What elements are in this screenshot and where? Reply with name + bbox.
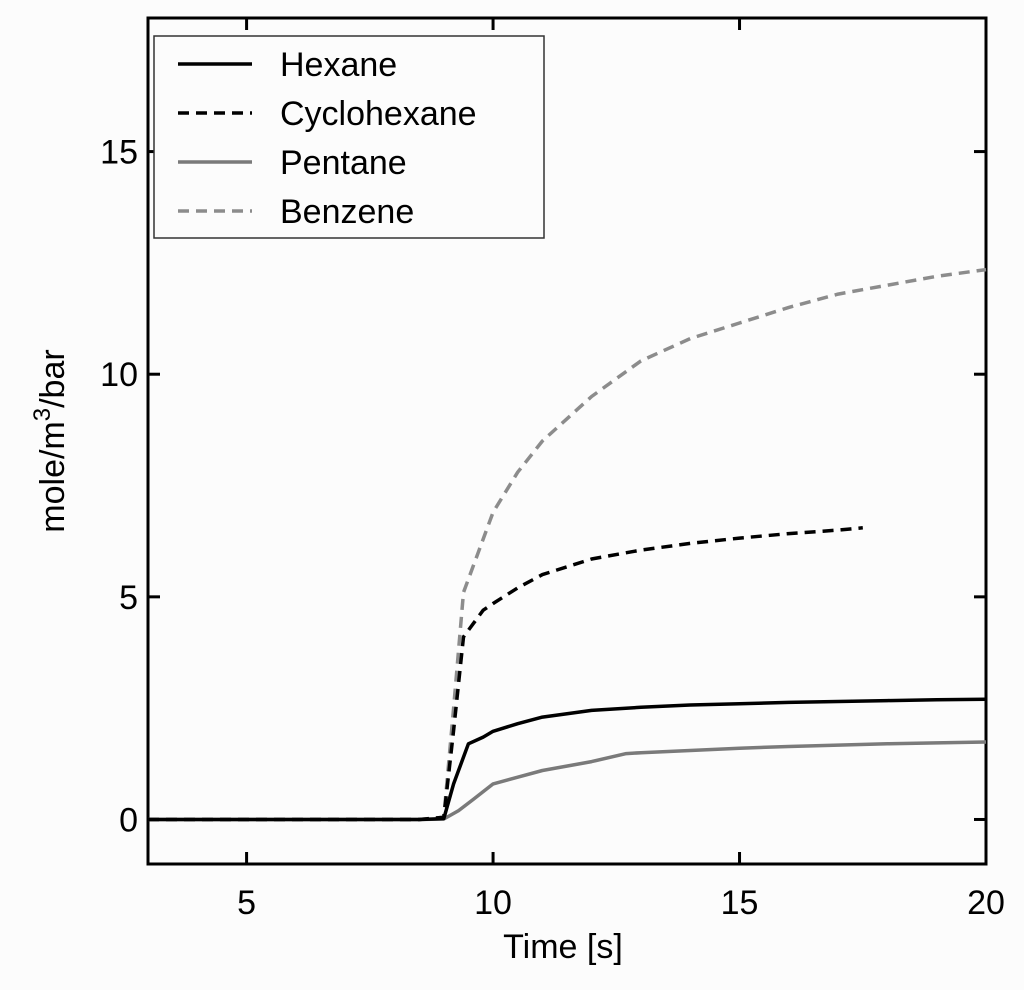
legend-label: Benzene <box>280 193 414 231</box>
tick-labels: 5 10 15 20 0 5 10 15 <box>100 134 1005 922</box>
series-line-benzene <box>148 267 987 822</box>
series-line-hexane <box>148 697 987 822</box>
legend-entry: Hexane <box>178 46 397 84</box>
y-tick-label: 0 <box>119 801 138 839</box>
legend: Hexane Cyclohexane Pentane Benzene <box>153 35 545 239</box>
legend-label: Cyclohexane <box>280 95 477 133</box>
series-layer <box>148 267 987 822</box>
plot-frame <box>146 16 988 866</box>
y-axis-title: mole/m3/bar <box>29 349 72 532</box>
y-axis-title-suffix: /bar <box>34 349 72 408</box>
x-axis-title: Time [s] <box>503 928 623 966</box>
legend-label: Pentane <box>280 144 407 182</box>
legend-label: Hexane <box>280 46 397 84</box>
legend-entry: Pentane <box>178 144 407 182</box>
legend-items: Hexane Cyclohexane Pentane Benzene <box>178 46 477 231</box>
x-tick-label: 5 <box>237 884 256 922</box>
series-line-cyclohexane <box>148 526 863 822</box>
x-tick-label: 15 <box>721 884 759 922</box>
legend-entry: Benzene <box>178 193 414 231</box>
y-axis-title-superscript: 3 <box>29 408 56 421</box>
y-tick-label: 15 <box>100 134 138 172</box>
y-axis-title-main: mole/m <box>34 421 72 532</box>
y-tick-label: 5 <box>119 579 138 617</box>
y-tick-label: 10 <box>100 356 138 394</box>
legend-entry: Cyclohexane <box>178 95 477 133</box>
series-line-pentane <box>148 740 987 822</box>
x-tick-label: 20 <box>967 884 1005 922</box>
x-tick-label: 10 <box>474 884 512 922</box>
legend-box <box>153 35 545 239</box>
